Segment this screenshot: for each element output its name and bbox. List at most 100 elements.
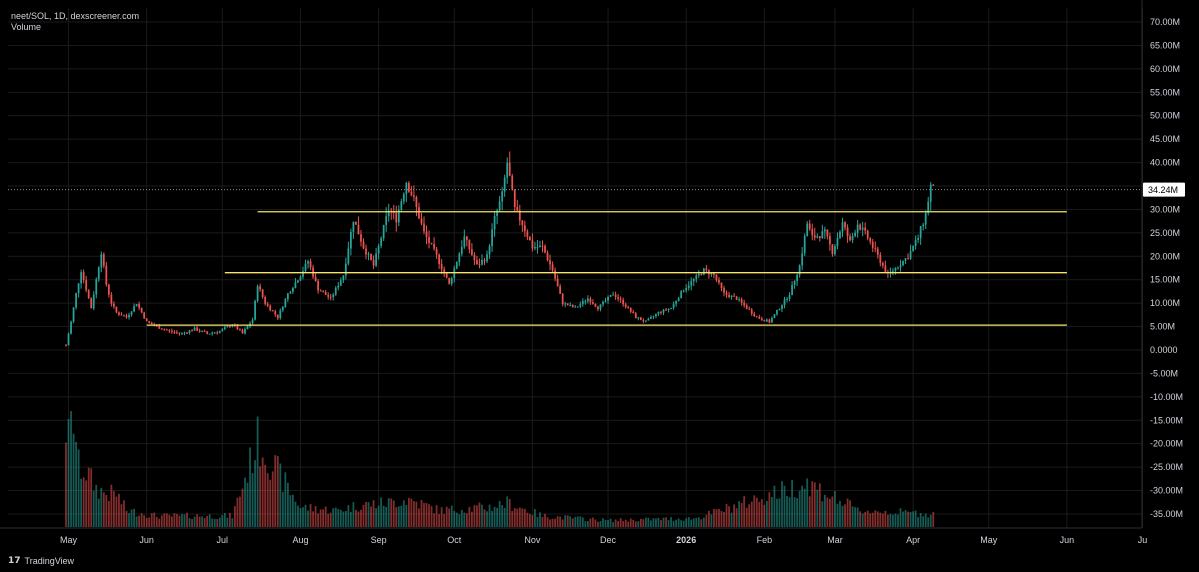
candle-body: [755, 316, 758, 318]
volume-bar: [788, 497, 791, 527]
candle-body: [768, 319, 771, 323]
volume-bar: [725, 503, 728, 527]
volume-bar: [823, 494, 826, 527]
candle-body: [140, 307, 143, 313]
volume-bar: [435, 505, 438, 527]
candle-body: [113, 303, 115, 307]
candle-body: [352, 221, 355, 232]
candle-body: [150, 322, 153, 325]
candle-body: [569, 304, 572, 306]
candle-body: [534, 247, 536, 249]
volume-bar: [387, 498, 390, 527]
volume-bar: [213, 518, 216, 527]
volume-bar: [556, 516, 559, 527]
volume-bar: [198, 516, 201, 527]
candle-body: [145, 318, 148, 322]
volume-bar: [851, 506, 854, 527]
volume-bar: [176, 513, 178, 527]
volume-bar: [367, 502, 370, 527]
candle-body: [400, 201, 403, 210]
volume-bar: [261, 457, 264, 527]
candle-body: [375, 253, 377, 266]
volume-bar: [592, 517, 594, 527]
x-tick-label: Nov: [524, 535, 541, 545]
y-tick-label: -35.00M: [1150, 509, 1183, 519]
candle-body: [501, 191, 504, 202]
volume-bar: [728, 506, 730, 527]
volume-bar: [846, 498, 849, 527]
volume-bar: [171, 516, 173, 527]
volume-bar: [453, 510, 456, 527]
volume-bar: [808, 496, 811, 527]
candle-body: [251, 319, 254, 324]
candle-body: [788, 295, 791, 299]
candle-body: [476, 259, 478, 265]
volume-bar: [206, 515, 209, 527]
candle-body: [362, 241, 365, 249]
volume-bar: [433, 513, 435, 527]
candle-body: [148, 321, 151, 323]
x-tick-label: Jun: [139, 535, 154, 545]
candle-body: [816, 236, 819, 238]
candle-body: [556, 278, 559, 287]
volume-bar: [513, 508, 516, 527]
x-tick-label: May: [60, 535, 78, 545]
candle-body: [344, 263, 347, 276]
volume-bar: [531, 514, 534, 527]
candle-body: [246, 326, 249, 330]
candle-body: [554, 270, 556, 279]
volume-bar: [201, 516, 204, 527]
candle-body: [629, 307, 632, 312]
candle-body: [329, 296, 332, 298]
candle-body: [410, 191, 413, 196]
volume-bar: [768, 492, 771, 527]
volume-bar: [481, 504, 483, 527]
candle-body: [849, 236, 851, 241]
y-tick-label: -25.00M: [1150, 462, 1183, 472]
volume-bar: [418, 508, 420, 527]
candle-body: [531, 240, 534, 249]
volume-indicator-label[interactable]: Volume: [11, 22, 42, 32]
volume-bar: [518, 507, 521, 527]
volume-bar: [597, 521, 599, 527]
candle-body: [728, 294, 730, 297]
candle-body: [806, 223, 809, 237]
volume-bar: [332, 508, 335, 527]
symbol-info[interactable]: neet/SOL, 1D, dexscreener.com: [11, 11, 140, 21]
y-tick-label: 0.0000: [1150, 345, 1178, 355]
volume-bar: [511, 510, 514, 527]
candle-body: [97, 267, 100, 280]
volume-bar: [622, 521, 625, 527]
volume-bar: [549, 519, 551, 527]
candle-body: [914, 240, 917, 247]
candle-body: [327, 294, 330, 297]
candle-body: [586, 298, 589, 302]
volume-bar: [871, 512, 874, 527]
candle-body: [309, 261, 312, 268]
volume-bar: [256, 416, 259, 527]
volume-bar: [438, 513, 441, 527]
volume-bar: [813, 482, 816, 527]
candle-body: [67, 333, 70, 346]
volume-bar: [413, 501, 415, 527]
volume-bar: [113, 491, 115, 527]
candle-body: [529, 237, 531, 241]
volume-bar: [264, 464, 267, 527]
candle-body: [738, 299, 741, 301]
volume-bar: [211, 518, 214, 527]
volume-bar: [72, 433, 75, 527]
volume-bar: [503, 507, 506, 527]
volume-bar: [735, 508, 738, 527]
volume-bar: [390, 498, 393, 527]
candle-body: [705, 268, 708, 271]
candle-body: [506, 162, 509, 178]
candle-body: [372, 259, 375, 266]
candle-body: [317, 280, 319, 291]
candle-body: [367, 253, 370, 255]
candle-body: [899, 265, 902, 268]
tradingview-branding[interactable]: 17 TradingView: [8, 556, 74, 566]
candle-body: [720, 282, 723, 289]
volume-bar: [849, 500, 851, 527]
